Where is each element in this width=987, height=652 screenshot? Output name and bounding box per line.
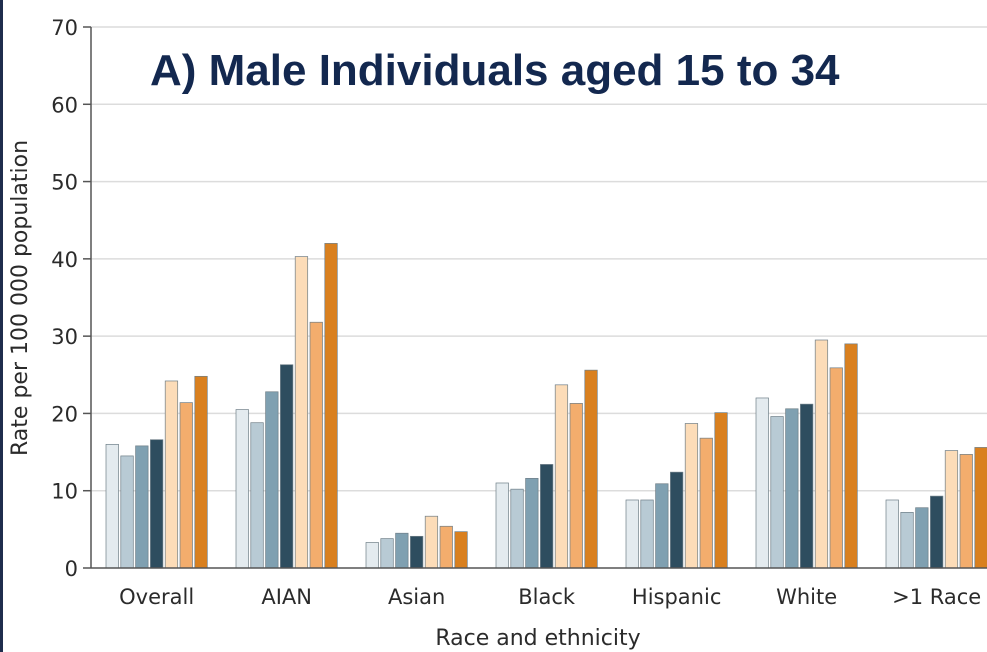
bar (814, 339, 829, 569)
y-tick-label: 40 (51, 248, 78, 272)
bar (915, 507, 929, 569)
x-category-label: >1 Race (892, 585, 981, 609)
y-tick-label: 70 (51, 16, 78, 40)
y-tick-label: 20 (51, 402, 78, 426)
bar (525, 477, 539, 569)
bar (365, 542, 379, 569)
x-category-label: AIAN (261, 585, 312, 609)
bar (959, 454, 973, 569)
bar (554, 384, 569, 569)
x-category-label: White (776, 585, 837, 609)
bar (439, 525, 453, 569)
bar (135, 445, 149, 569)
bar (164, 380, 179, 569)
bar (235, 409, 249, 569)
y-tick-label: 30 (51, 325, 78, 349)
bar (265, 391, 279, 569)
bar (770, 416, 784, 569)
bar (380, 538, 394, 569)
bar (755, 397, 769, 569)
bar (120, 455, 134, 569)
bar (974, 447, 987, 569)
bar (930, 495, 944, 569)
bar (510, 488, 524, 569)
bar (625, 499, 639, 569)
y-tick-label: 10 (51, 480, 78, 504)
bar (324, 243, 338, 569)
bar (424, 515, 439, 569)
x-category-label: Black (518, 585, 576, 609)
y-tick-label: 0 (65, 557, 78, 581)
bar (699, 437, 713, 569)
bar (194, 375, 208, 569)
bar (280, 364, 294, 569)
y-axis-title: Rate per 100 000 population (8, 140, 33, 456)
bar (105, 443, 119, 569)
bar (569, 403, 583, 569)
bar (540, 464, 554, 569)
y-tick-label: 50 (51, 171, 78, 195)
bar (655, 483, 669, 569)
bar (250, 422, 264, 569)
bar (395, 532, 409, 569)
bars (105, 243, 987, 569)
bar (495, 482, 509, 569)
bar (684, 423, 699, 569)
bar (800, 403, 814, 569)
bar (714, 412, 728, 569)
x-axis-title: Race and ethnicity (435, 626, 640, 651)
x-category-label: Overall (119, 585, 194, 609)
bar (640, 499, 654, 569)
bar (584, 369, 598, 569)
bar (454, 531, 468, 569)
bar (150, 439, 164, 569)
y-tick-label: 60 (51, 93, 78, 117)
bar (944, 450, 959, 569)
bar (179, 402, 193, 569)
bar (844, 343, 858, 569)
slide-border (0, 0, 3, 652)
bar (785, 408, 799, 569)
x-category-label: Asian (388, 585, 445, 609)
bar (885, 499, 899, 569)
bar (410, 535, 424, 569)
x-category-label: Hispanic (632, 585, 721, 609)
bar (829, 367, 843, 569)
bar (900, 512, 914, 569)
bar (670, 471, 684, 569)
axes: 0 10 20 30 40 50 60 70 Overall AIAN Asian Black Hisp… (51, 16, 987, 609)
bar (294, 256, 309, 569)
chart-title: A) Male Individuals aged 15 to 34 (146, 47, 846, 99)
bar (309, 321, 323, 569)
